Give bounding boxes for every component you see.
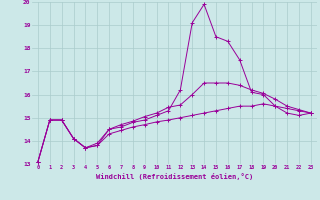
X-axis label: Windchill (Refroidissement éolien,°C): Windchill (Refroidissement éolien,°C) [96, 173, 253, 180]
